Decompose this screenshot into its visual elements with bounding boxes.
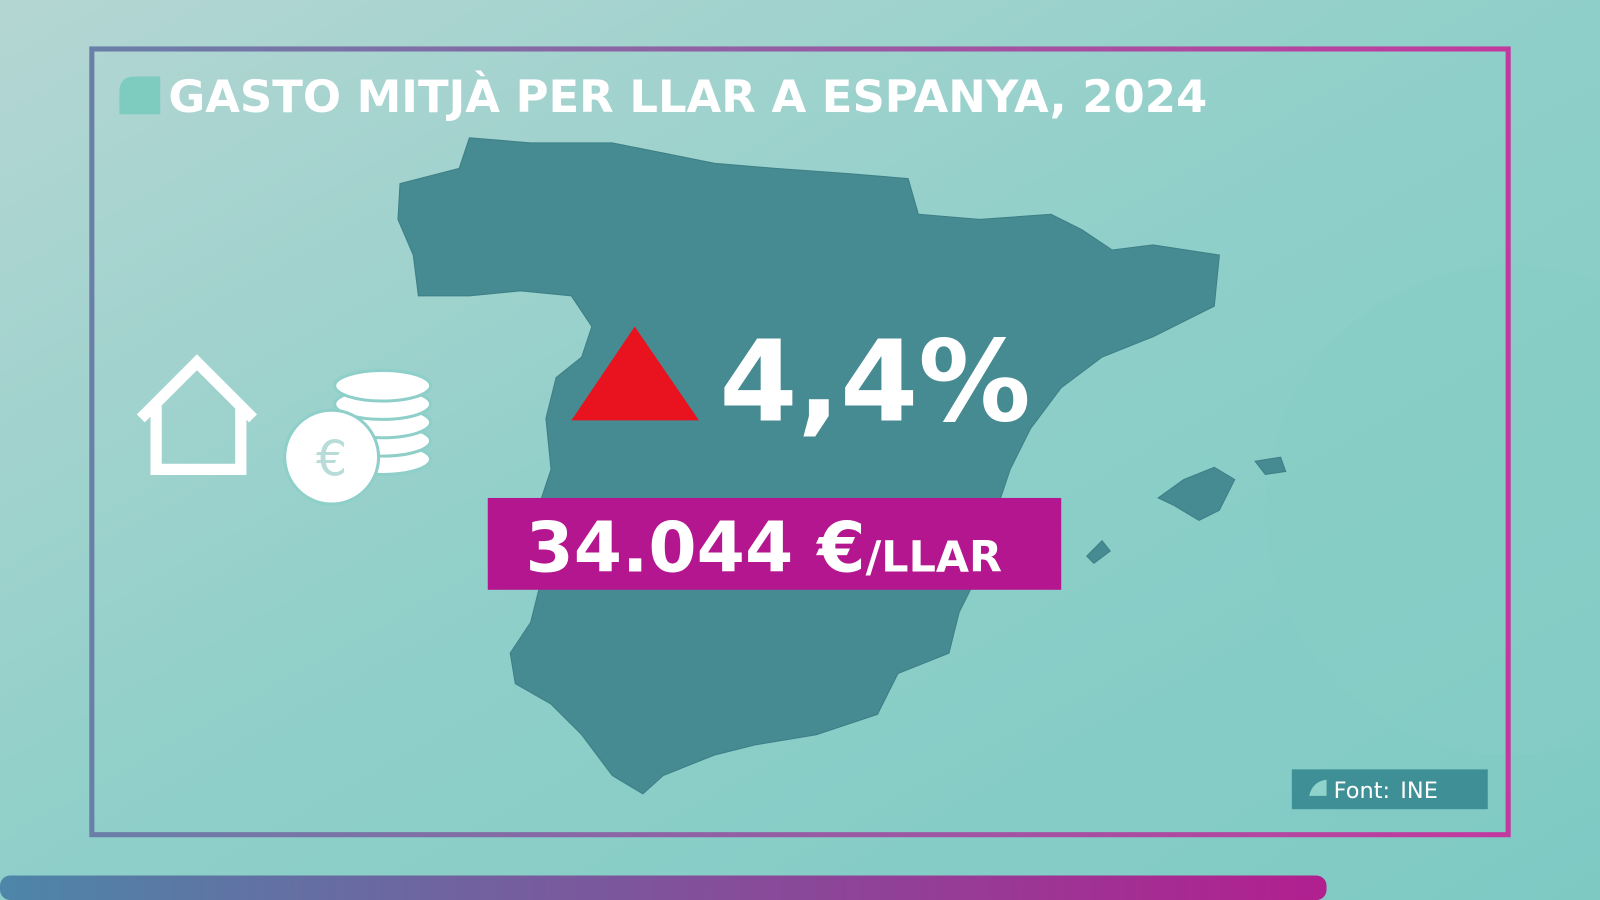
decor xyxy=(1265,265,1600,756)
source-text: Font: INE xyxy=(1334,778,1438,804)
amount-text: 34.044 €/LLAR xyxy=(526,508,1003,588)
amount-box xyxy=(487,497,1062,590)
change-value: 4,4% xyxy=(719,317,1030,447)
up-arrow xyxy=(571,326,699,421)
coins-icon: € xyxy=(283,368,433,506)
map-spain xyxy=(397,137,1287,795)
title-marker xyxy=(119,76,161,115)
amount: 34.044 € xyxy=(526,508,866,588)
bottom-strip xyxy=(0,875,1327,900)
title: GASTO MITJÀ PER LLAR A ESPANYA, 2024 xyxy=(168,70,1207,123)
house-icon xyxy=(136,354,258,475)
svg-text:€: € xyxy=(316,431,347,488)
unit: /LLAR xyxy=(866,532,1002,582)
source-value: INE xyxy=(1400,778,1438,804)
source-marker xyxy=(1309,779,1327,796)
source-label: Font: xyxy=(1334,778,1390,804)
frame xyxy=(89,46,1511,838)
